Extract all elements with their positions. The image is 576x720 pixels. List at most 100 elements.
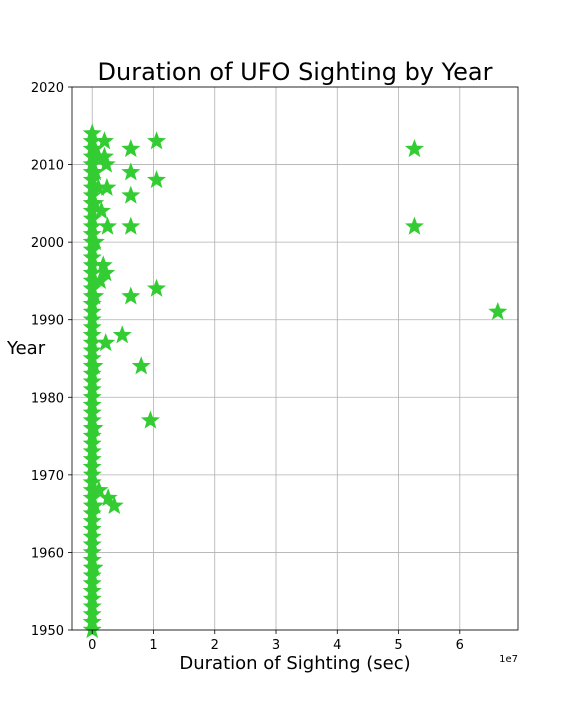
- data-point-star: [82, 472, 102, 491]
- data-point-star: [82, 565, 102, 584]
- data-point-star: [85, 193, 105, 212]
- x-axis-label: Duration of Sighting (sec): [179, 653, 410, 674]
- y-tick-label: 2020: [31, 81, 64, 96]
- x-tick-label: 2: [211, 638, 219, 653]
- data-point-star: [82, 325, 102, 344]
- data-point-star: [147, 131, 167, 150]
- data-point-star: [131, 356, 151, 375]
- data-point-star: [82, 317, 102, 336]
- plot-frame: [71, 86, 519, 631]
- y-tick-label: 2000: [31, 236, 64, 251]
- data-point-star: [96, 154, 116, 173]
- y-tick-label: 1970: [31, 469, 64, 484]
- y-tick-label: 1980: [31, 391, 64, 406]
- data-point-star: [82, 278, 102, 297]
- x-axis-offset-label: 1e7: [499, 654, 518, 665]
- data-point-star: [82, 596, 102, 615]
- data-point-star: [82, 270, 102, 290]
- data-point-star: [82, 395, 102, 414]
- data-point-star: [82, 534, 102, 553]
- y-tick-label: 2010: [31, 159, 64, 174]
- data-point-star: [82, 263, 102, 282]
- y-axis-label: Year: [6, 338, 46, 359]
- data-point-star: [96, 332, 116, 352]
- data-point-star: [82, 340, 102, 359]
- data-point-star: [96, 263, 116, 282]
- data-point-star: [82, 464, 102, 483]
- data-point-star: [82, 208, 102, 227]
- data-point-star: [98, 488, 118, 507]
- data-point-star: [88, 177, 108, 196]
- data-point-star: [82, 588, 102, 608]
- data-point-star: [82, 604, 102, 623]
- data-point-star: [82, 348, 102, 367]
- data-point-star: [82, 154, 102, 173]
- x-axis-ticks: 0 1 2 3 4 5 6: [88, 630, 464, 653]
- data-point-star: [82, 247, 102, 266]
- data-point-star: [82, 201, 102, 220]
- x-tick-label: 5: [394, 638, 402, 653]
- x-tick-label: 4: [333, 638, 341, 653]
- data-point-star: [82, 573, 102, 592]
- data-point-star: [94, 146, 114, 165]
- data-point-star: [94, 131, 114, 150]
- data-point-star: [85, 232, 105, 251]
- data-point-star: [82, 581, 102, 600]
- data-point-star: [85, 286, 105, 305]
- data-point-star: [82, 364, 102, 383]
- data-point-star: [121, 216, 141, 235]
- data-point-star: [93, 255, 113, 274]
- data-point-star: [82, 519, 102, 538]
- data-point-star: [147, 278, 167, 297]
- data-point-star: [82, 550, 102, 569]
- data-point-star: [85, 139, 105, 158]
- data-point-star: [112, 325, 132, 344]
- data-point-star: [404, 139, 424, 158]
- chart-title: Duration of UFO Sighting by Year: [98, 58, 493, 86]
- data-point-star: [121, 286, 141, 305]
- data-point-star: [82, 542, 102, 561]
- data-point-star: [82, 449, 102, 468]
- data-point-star: [85, 495, 105, 514]
- data-point-star: [82, 123, 102, 142]
- data-point-star: [82, 239, 102, 258]
- data-point-star: [82, 612, 102, 631]
- data-point-star: [82, 410, 102, 429]
- data-point-star: [82, 441, 102, 460]
- data-point-star: [82, 426, 102, 445]
- data-point-star: [121, 162, 141, 181]
- data-point-star: [82, 224, 102, 243]
- data-point-star: [404, 216, 424, 235]
- points-layer: [82, 123, 508, 639]
- data-point-star: [82, 433, 102, 452]
- data-point-star: [82, 170, 102, 189]
- x-tick-label: 0: [88, 638, 96, 653]
- data-point-star: [82, 309, 102, 328]
- data-point-star: [82, 620, 102, 639]
- data-point-star: [82, 185, 102, 204]
- data-point-star: [84, 557, 104, 577]
- data-point-star: [98, 216, 118, 235]
- data-point-star: [82, 488, 102, 507]
- data-point-star: [121, 185, 141, 204]
- data-point-star: [82, 387, 102, 406]
- x-tick-label: 3: [272, 638, 280, 653]
- data-point-star: [140, 410, 160, 429]
- x-tick-label: 6: [456, 638, 464, 653]
- data-point-star: [147, 170, 167, 189]
- data-point-star: [104, 495, 124, 514]
- data-point-star: [82, 457, 102, 476]
- x-tick-label: 1: [149, 638, 157, 653]
- data-point-star: [82, 294, 102, 313]
- data-point-star: [121, 139, 141, 158]
- data-point-star: [82, 255, 102, 274]
- y-tick-label: 1990: [31, 314, 64, 329]
- grid-layer: [72, 86, 518, 631]
- data-point-star: [82, 379, 102, 398]
- data-point-star: [82, 131, 102, 150]
- data-point-star: [91, 201, 111, 220]
- data-point-star: [82, 371, 102, 390]
- data-point-star: [84, 356, 104, 375]
- y-tick-label: 1950: [31, 624, 64, 639]
